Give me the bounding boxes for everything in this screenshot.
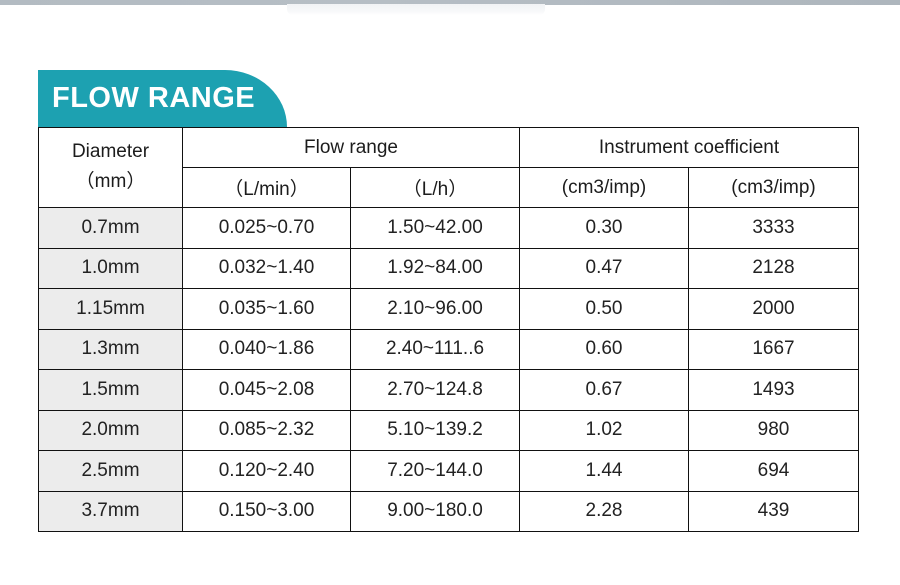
diameter-cell: 1.0mm [38,247,183,289]
lh-cell: 2.10~96.00 [350,288,520,330]
pulses-cell: 439 [688,490,859,532]
coef-cell: 1.44 [519,450,689,492]
table-row: 1.5mm 0.045~2.08 2.70~124.8 0.67 1493 [38,369,859,411]
header-row-units: （L/min） （L/h） (cm3/imp) (cm3/imp) [39,167,859,208]
coef-cell: 0.47 [519,247,689,289]
table-row: 2.5mm 0.120~2.40 7.20~144.0 1.44 694 [38,450,859,492]
diameter-cell: 2.5mm [38,450,183,492]
diameter-header-cell: Diameter （mm） [38,127,183,208]
table-row: 0.7mm 0.025~0.70 1.50~42.00 0.30 3333 [38,207,859,249]
pulses-cell: 2000 [688,288,859,330]
diameter-cell: 3.7mm [38,490,183,532]
pulses-cell: 2128 [688,247,859,289]
coef-cell: 1.02 [519,409,689,451]
unit-header-cm3imp-1: (cm3/imp) [519,167,689,208]
lh-cell: 7.20~144.0 [350,450,520,492]
lh-cell: 2.40~111..6 [350,328,520,370]
diameter-cell: 1.15mm [38,288,183,330]
pulses-cell: 1667 [688,328,859,370]
lmin-cell: 0.085~2.32 [182,409,351,451]
section-banner: FLOW RANGE [38,70,287,127]
lh-cell: 9.00~180.0 [350,490,520,532]
coef-cell: 2.28 [519,490,689,532]
flow-range-table: Diameter （mm） Flow range Instrument coef… [38,127,859,532]
instrument-coefficient-group-header: Instrument coefficient [519,127,859,168]
diameter-cell: 0.7mm [38,207,183,249]
pulses-cell: 980 [688,409,859,451]
unit-header-lh: （L/h） [350,167,520,208]
diameter-cell: 1.3mm [38,328,183,370]
lh-cell: 5.10~139.2 [350,409,520,451]
lmin-cell: 0.035~1.60 [182,288,351,330]
lmin-cell: 0.025~0.70 [182,207,351,249]
diameter-cell: 1.5mm [38,369,183,411]
top-faded-strip [287,4,545,15]
unit-header-cm3imp-2: (cm3/imp) [688,167,859,208]
top-bar [0,0,900,5]
lh-cell: 1.50~42.00 [350,207,520,249]
lmin-cell: 0.032~1.40 [182,247,351,289]
diameter-header-label: Diameter [71,141,150,163]
table-row: 1.3mm 0.040~1.86 2.40~111..6 0.60 1667 [38,328,859,370]
flow-range-group-header: Flow range [182,127,520,168]
pulses-cell: 694 [688,450,859,492]
lmin-cell: 0.045~2.08 [182,369,351,411]
table-row: 1.15mm 0.035~1.60 2.10~96.00 0.50 2000 [38,288,859,330]
header-row-groups: Diameter （mm） Flow range Instrument coef… [38,127,859,208]
lmin-cell: 0.040~1.86 [182,328,351,370]
table-row: 1.0mm 0.032~1.40 1.92~84.00 0.47 2128 [38,247,859,289]
section-title: FLOW RANGE [52,82,256,114]
coef-cell: 0.50 [519,288,689,330]
lh-cell: 1.92~84.00 [350,247,520,289]
diameter-cell: 2.0mm [38,409,183,451]
table-row: 2.0mm 0.085~2.32 5.10~139.2 1.02 980 [38,409,859,451]
pulses-cell: 3333 [688,207,859,249]
coef-cell: 0.67 [519,369,689,411]
lmin-cell: 0.120~2.40 [182,450,351,492]
coef-cell: 0.60 [519,328,689,370]
lh-cell: 2.70~124.8 [350,369,520,411]
table-row: 3.7mm 0.150~3.00 9.00~180.0 2.28 439 [38,490,859,532]
diameter-header-unit: （mm） [75,171,146,192]
coef-cell: 0.30 [519,207,689,249]
lmin-cell: 0.150~3.00 [182,490,351,532]
unit-header-lmin: （L/min） [182,167,351,208]
pulses-cell: 1493 [688,369,859,411]
